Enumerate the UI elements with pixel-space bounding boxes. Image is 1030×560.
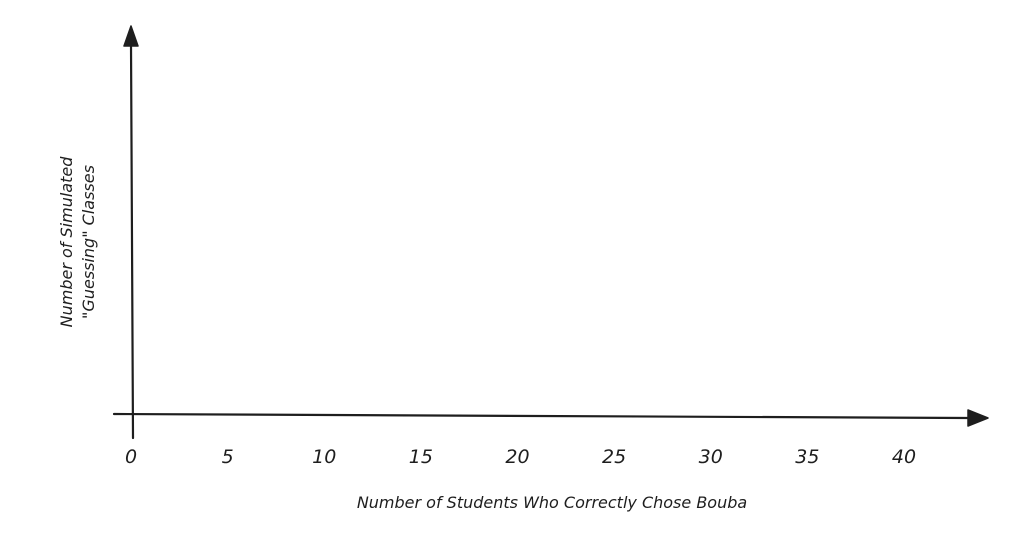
y-axis-title-line-1: Number of Simulated — [57, 156, 76, 328]
y-axis-line — [129, 42, 135, 440]
x-tick-label: 10 — [312, 446, 336, 468]
x-tick-labels: 0 5 10 15 20 25 30 35 40 — [125, 446, 916, 468]
x-axis-line — [112, 412, 970, 420]
x-tick-label: 0 — [125, 446, 137, 468]
y-axis-title-line-2: "Guessing" Classes — [79, 165, 98, 319]
y-axis-title: Number of Simulated "Guessing" Classes — [57, 156, 98, 328]
x-axis-arrowhead — [967, 409, 989, 427]
x-tick-label: 30 — [699, 446, 723, 468]
y-axis-arrowhead — [123, 25, 139, 47]
x-tick-label: 25 — [602, 446, 626, 468]
x-tick-label: 40 — [892, 446, 916, 468]
x-tick-label: 20 — [505, 446, 529, 468]
x-tick-label: 15 — [409, 446, 433, 468]
x-tick-label: 5 — [222, 446, 234, 468]
x-axis-title: Number of Students Who Correctly Chose B… — [357, 493, 747, 512]
y-axis — [123, 25, 139, 440]
x-axis — [112, 409, 989, 427]
x-tick-label: 35 — [795, 446, 819, 468]
